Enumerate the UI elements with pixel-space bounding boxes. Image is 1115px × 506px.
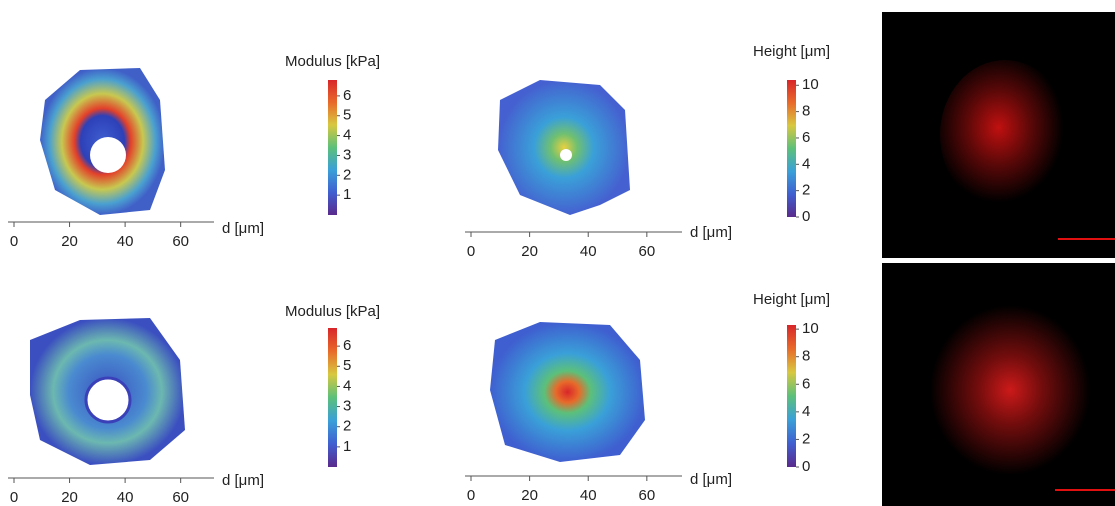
colorbar-tick-label: 6 (343, 87, 351, 104)
colorbar-tick-label: 8 (802, 103, 810, 120)
colorbar-tick-label: 0 (802, 208, 810, 225)
colorbar (328, 80, 337, 215)
colorbar-title: Height [μm] (753, 291, 830, 308)
x-tick-label: 60 (638, 243, 655, 260)
colorbar-tick-label: 4 (802, 403, 810, 420)
x-tick-label: 60 (172, 233, 189, 250)
colorbar-tick-label: 0 (802, 458, 810, 475)
colorbar (787, 80, 796, 217)
x-tick-label: 40 (580, 243, 597, 260)
x-tick-label: 40 (117, 233, 134, 250)
x-axis-label: d [μm] (222, 220, 264, 237)
x-tick-label: 60 (172, 489, 189, 506)
x-tick-label: 20 (61, 233, 78, 250)
x-tick-label: 40 (580, 487, 597, 504)
colorbar-tick-label: 2 (343, 418, 351, 435)
x-axis-label: d [μm] (690, 471, 732, 488)
x-tick-label: 40 (117, 489, 134, 506)
colorbar-tick-label: 1 (343, 186, 351, 203)
x-tick-label: 0 (10, 489, 18, 506)
colorbar-title: Height [μm] (753, 43, 830, 60)
colorbar-tick-label: 3 (343, 398, 351, 415)
colorbar-tick-label: 10 (802, 76, 819, 93)
colorbar-tick-label: 6 (343, 337, 351, 354)
colorbar-tick-label: 5 (343, 107, 351, 124)
colorbar-tick-label: 3 (343, 146, 351, 163)
x-axis-label: d [μm] (222, 472, 264, 489)
x-axis-label: d [μm] (690, 224, 732, 241)
colorbar-tick-label: 2 (802, 430, 810, 447)
x-tick-label: 60 (638, 487, 655, 504)
colorbar-tick-label: 2 (343, 166, 351, 183)
colorbar-tick-label: 4 (802, 155, 810, 172)
colorbar-tick-label: 6 (802, 375, 810, 392)
colorbar-tick-label: 4 (343, 377, 351, 394)
colorbar (328, 328, 337, 467)
colorbar-tick-label: 8 (802, 348, 810, 365)
colorbar-tick-label: 5 (343, 357, 351, 374)
x-tick-label: 20 (61, 489, 78, 506)
colorbar-tick-label: 6 (802, 129, 810, 146)
colorbar (787, 325, 796, 467)
photo (882, 12, 1115, 506)
colorbar-title: Modulus [kPa] (285, 53, 380, 70)
x-tick-label: 0 (10, 233, 18, 250)
colorbar-tick-label: 1 (343, 438, 351, 455)
colorbar-tick-label: 4 (343, 127, 351, 144)
x-tick-label: 0 (467, 243, 475, 260)
x-tick-label: 0 (467, 487, 475, 504)
colorbar-title: Modulus [kPa] (285, 303, 380, 320)
colorbar-tick-label: 2 (802, 182, 810, 199)
map-image (30, 68, 645, 465)
x-tick-label: 20 (521, 243, 538, 260)
colorbar-tick-label: 10 (802, 320, 819, 337)
x-tick-label: 20 (521, 487, 538, 504)
